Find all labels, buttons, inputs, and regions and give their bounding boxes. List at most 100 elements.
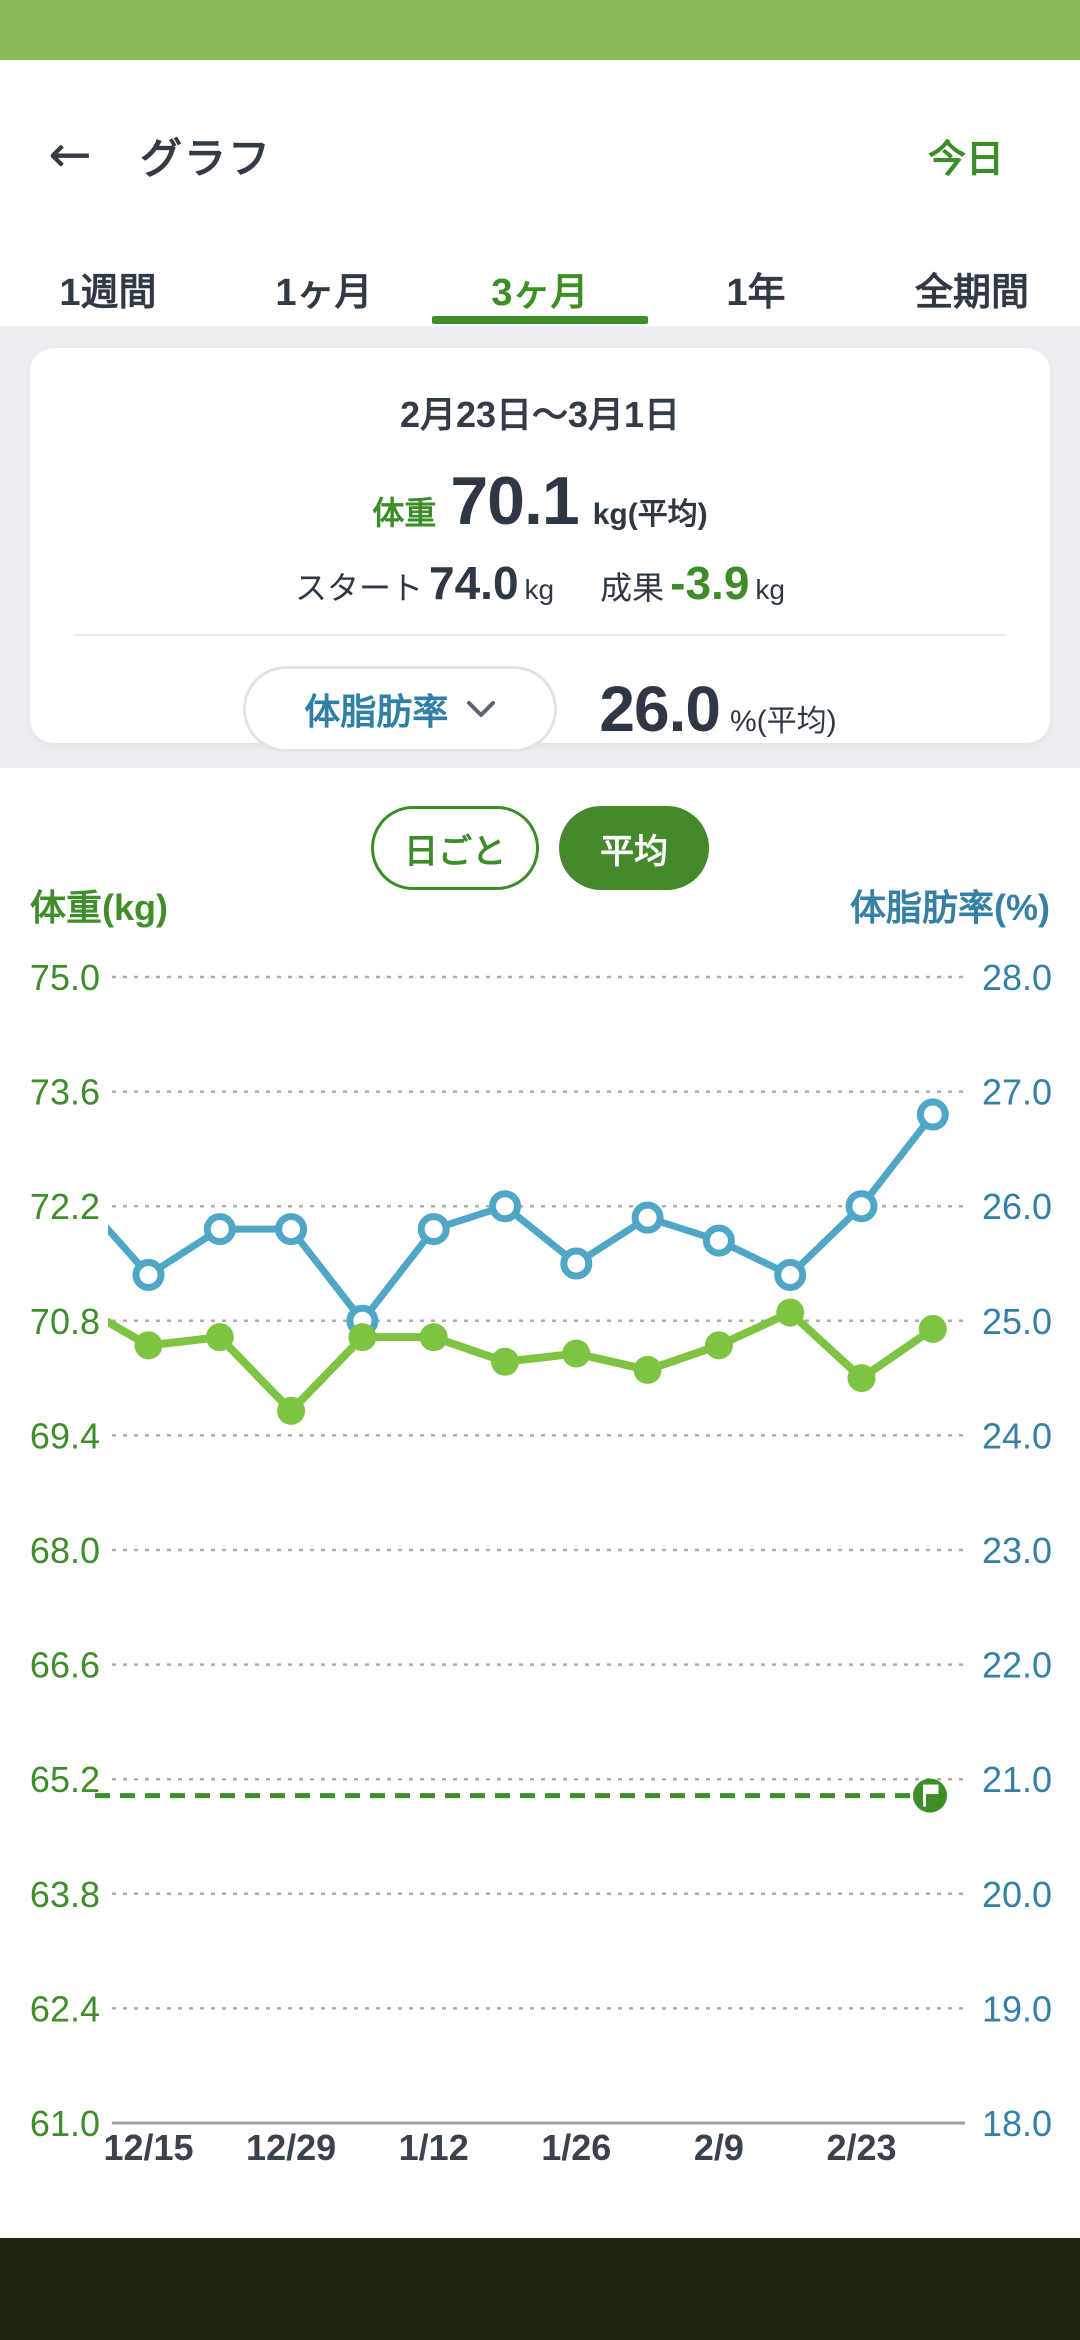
x-axis-label: 12/15 — [103, 2127, 193, 2168]
tab-period-4[interactable]: 全期間 — [864, 250, 1080, 326]
weight-point[interactable] — [847, 1364, 876, 1393]
weight-average-unit: kg(平均) — [592, 498, 708, 531]
weight-point[interactable] — [348, 1323, 377, 1352]
right-axis-title: 体脂肪率(%) — [850, 887, 1050, 928]
x-axis-label: 2/23 — [826, 2127, 896, 2168]
metric-row: 体脂肪率 26.0 %(平均) — [30, 666, 1050, 752]
bodyfat-point[interactable] — [631, 1201, 664, 1234]
bodyfat-point[interactable] — [132, 1258, 165, 1291]
weight-point[interactable] — [633, 1355, 662, 1384]
tab-period-3[interactable]: 1年 — [648, 250, 864, 326]
right-axis-tick: 18.0 — [982, 2103, 1052, 2144]
left-axis-tick: 61.0 — [30, 2103, 100, 2144]
goal-flag-icon — [913, 1778, 947, 1813]
bodyfat-point[interactable] — [774, 1258, 807, 1291]
weight-point[interactable] — [918, 1314, 947, 1343]
goal-flag-pennant — [924, 1784, 939, 1795]
right-axis-tick: 20.0 — [982, 1874, 1052, 1915]
weight-point[interactable] — [491, 1347, 519, 1376]
metric-average-unit: %(平均) — [729, 705, 837, 738]
weight-series — [108, 1298, 947, 1425]
card-divider — [75, 634, 1005, 636]
result-label: 成果 — [600, 570, 665, 606]
start-label: スタート — [295, 570, 424, 606]
header: ← グラフ 今日 — [0, 60, 1080, 250]
arrow-left-icon: ← — [48, 125, 92, 185]
left-axis-tick: 63.8 — [30, 1874, 100, 1915]
bodyfat-point[interactable] — [916, 1098, 949, 1131]
result-unit: kg — [755, 574, 785, 605]
start-result-row: スタート 74.0 kg 成果 -3.9 kg — [30, 556, 1050, 610]
period-tabs: 1週間 1ヶ月 3ヶ月 1年 全期間 — [0, 250, 1080, 326]
left-axis-tick: 72.2 — [30, 1186, 100, 1227]
bodyfat-point[interactable] — [845, 1190, 878, 1223]
right-axis-tick: 28.0 — [982, 957, 1052, 998]
bodyfat-point[interactable] — [203, 1213, 236, 1246]
weight-point[interactable] — [134, 1331, 163, 1360]
tab-period-0[interactable]: 1週間 — [0, 250, 216, 326]
weight-point[interactable] — [704, 1331, 733, 1360]
right-axis-tick: 26.0 — [982, 1186, 1052, 1227]
metric-value-group: 26.0 %(平均) — [599, 672, 836, 746]
today-button[interactable]: 今日 — [927, 138, 1004, 181]
right-axis-tick: 19.0 — [982, 1988, 1052, 2029]
x-axis-label: 2/9 — [694, 2127, 744, 2168]
weight-average-row: 体重 70.1 kg(平均) — [30, 462, 1050, 540]
weight-point[interactable] — [205, 1323, 234, 1352]
x-axis-label: 12/29 — [246, 2127, 336, 2168]
tab-label: 1ヶ月 — [275, 271, 373, 314]
weight-point[interactable] — [776, 1298, 805, 1327]
tab-label: 1週間 — [59, 271, 157, 314]
bodyfat-point[interactable] — [275, 1213, 308, 1246]
right-axis-tick: 23.0 — [982, 1530, 1052, 1571]
right-axis-tick: 21.0 — [982, 1759, 1052, 1800]
bodyfat-point[interactable] — [417, 1213, 450, 1246]
left-axis-tick: 65.2 — [30, 1759, 100, 1800]
summary-card: 2月23日〜3月1日 体重 70.1 kg(平均) スタート 74.0 kg 成… — [30, 348, 1050, 752]
left-axis-tick: 75.0 — [30, 957, 100, 998]
bodyfat-point[interactable] — [560, 1247, 593, 1280]
left-axis-tick: 73.6 — [30, 1072, 100, 1113]
tab-label: 3ヶ月 — [491, 271, 589, 314]
left-axis-tick: 68.0 — [30, 1530, 100, 1571]
left-axis-tick: 62.4 — [30, 1988, 100, 2029]
mode-toggle-option-0[interactable]: 日ごと — [371, 806, 539, 890]
right-axis-tick: 27.0 — [982, 1072, 1052, 1113]
tab-label: 全期間 — [914, 271, 1029, 314]
mode-toggle-option-1[interactable]: 平均 — [559, 806, 709, 890]
tab-label: 1年 — [726, 271, 786, 314]
weight-bodyfat-chart: 体重(kg) 体脂肪率(%) 75.0 28.0 73.6 27.0 72.2 26.0 70.… — [30, 887, 1052, 2168]
weight-average-value: 70.1 — [450, 463, 579, 539]
metric-dropdown[interactable]: 体脂肪率 — [243, 666, 558, 752]
metric-average-value: 26.0 — [599, 673, 721, 745]
metric-dropdown-label: 体脂肪率 — [304, 691, 449, 732]
weight-point[interactable] — [419, 1323, 448, 1352]
weight-point[interactable] — [277, 1396, 306, 1425]
left-axis-tick: 66.6 — [30, 1645, 100, 1686]
start-unit: kg — [524, 574, 555, 605]
x-axis-label: 1/12 — [399, 2127, 469, 2168]
bodyfat-point[interactable] — [702, 1224, 735, 1257]
weight-point[interactable] — [562, 1339, 591, 1368]
chart-area: 体重(kg) 体脂肪率(%) 75.0 28.0 73.6 27.0 72.2 26.0 70.… — [0, 880, 1080, 2210]
mode-toggle: 日ごと 平均 — [0, 806, 1080, 890]
back-button[interactable]: ← — [40, 125, 100, 185]
right-axis-tick: 22.0 — [982, 1645, 1052, 1686]
start-value: 74.0 — [429, 557, 519, 609]
tab-period-2[interactable]: 3ヶ月 — [432, 250, 648, 326]
x-axis-label: 1/26 — [541, 2127, 611, 2168]
result-value: -3.9 — [670, 557, 750, 609]
bottom-nav-bar — [0, 2238, 1080, 2340]
bodyfat-point[interactable] — [489, 1190, 521, 1223]
chevron-down-icon — [467, 701, 496, 717]
summary-section: 2月23日〜3月1日 体重 70.1 kg(平均) スタート 74.0 kg 成… — [0, 326, 1080, 768]
date-range: 2月23日〜3月1日 — [399, 394, 681, 435]
left-axis-tick: 69.4 — [30, 1415, 100, 1456]
right-axis-tick: 25.0 — [982, 1301, 1052, 1342]
tab-period-1[interactable]: 1ヶ月 — [216, 250, 432, 326]
left-axis-tick: 70.8 — [30, 1301, 100, 1342]
bodyfat-series — [108, 1098, 949, 1337]
left-axis-title: 体重(kg) — [30, 887, 168, 928]
page-title: グラフ — [140, 134, 273, 182]
